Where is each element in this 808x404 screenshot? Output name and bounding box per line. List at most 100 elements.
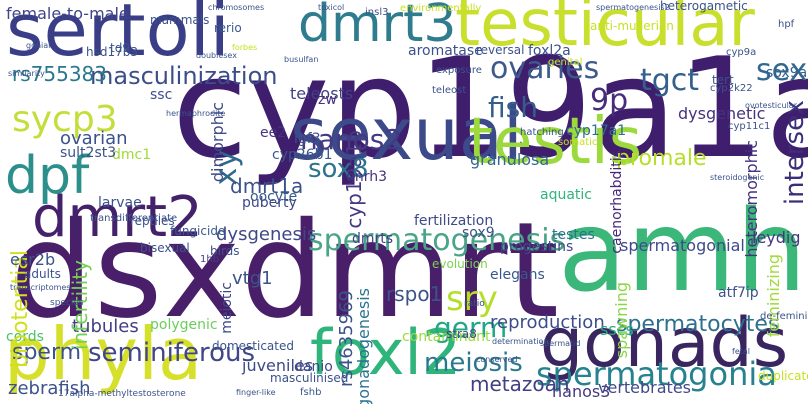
word-fish: fish: [488, 91, 538, 124]
word-somatic: somatic: [558, 137, 598, 148]
word-zebrafish: zebrafish: [8, 378, 91, 399]
word-phyla: phyla: [4, 312, 203, 396]
word-nanos3: nanos3: [552, 382, 611, 401]
word-chromosomes: chromosomes: [208, 3, 265, 12]
word-toxicol: toxicol: [318, 3, 345, 12]
word-feminizing: feminizing: [764, 254, 783, 338]
word-finger-like: finger-like: [236, 388, 276, 397]
word-exposure: exposure: [436, 65, 482, 76]
word-metazoan: metazoan: [470, 372, 570, 396]
word-gonial: gonial: [26, 41, 51, 50]
word-female-to-male: female-to-male: [6, 4, 129, 23]
word-granulosa: granulosa: [470, 150, 550, 169]
word-reproduction: reproduction: [490, 312, 605, 333]
word-hatching: hatching: [520, 127, 564, 138]
word-cyp11c1: cyp11c1: [728, 121, 771, 132]
word-meiotic: meiotic: [219, 282, 235, 334]
word-hpf: hpf: [778, 19, 795, 30]
word-dmrt1a: dmrt1a: [230, 174, 304, 198]
word-rspo1: rspo1: [386, 282, 443, 306]
word-de-feminisation: de-feminisation: [760, 311, 808, 322]
word-elegans: elegans: [490, 267, 545, 283]
word-reversal: reversal: [476, 43, 525, 57]
word-foxl2a: foxl2a: [528, 43, 571, 59]
word-dmrt3: dmrt3: [298, 0, 457, 54]
word-atf7ip: atf7ip: [718, 285, 759, 301]
word-dmc1: dmc1: [112, 147, 152, 163]
word-genital: genital: [548, 57, 583, 68]
word-td9: td9: [110, 41, 130, 55]
word-duplicated: duplicated: [758, 369, 808, 383]
word-dsxdmrt: dsxdmrt: [10, 194, 560, 348]
word-sox9a: sox9a: [766, 65, 808, 81]
word-rs755383: rs755383: [12, 62, 107, 86]
word-contaminant: contaminant: [402, 329, 491, 345]
word-spermatogonia: spermatogonia: [536, 355, 777, 393]
word-dpf: dpf: [5, 146, 90, 206]
word-ssc: ssc: [150, 87, 173, 103]
word-aromatase: aromatase: [408, 43, 483, 59]
word-tubules: tubules: [72, 316, 139, 337]
word-anti-mullerian: anti-mullerian: [590, 19, 674, 33]
word-conserved: conserved: [476, 355, 518, 364]
word-vtg1: vtg1: [232, 268, 273, 289]
word-sex: sex: [756, 53, 808, 88]
word-germ: germ: [434, 311, 508, 344]
word-danio: danio: [294, 359, 333, 375]
word-similarity: similarity: [8, 69, 45, 78]
word-hermaphrodite: hermaphrodite: [166, 109, 226, 118]
word-progestins: progestins: [500, 239, 574, 255]
word-transdifferentiate: transdifferentiate: [90, 213, 178, 224]
word-domesticated: domesticated: [212, 339, 294, 353]
word-oocyte: oocyte: [250, 189, 298, 205]
word-igf3: igf3: [294, 131, 321, 147]
word-masculinised: masculinised: [270, 371, 349, 385]
word-17alpha-methyltestosterone: 17alpha-methyltestosterone: [58, 389, 186, 399]
word-ee2: ee2: [260, 125, 287, 141]
word-polygenic: polygenic: [150, 317, 218, 333]
word-sperm: sperm: [12, 340, 82, 365]
word-teleosts: teleosts: [290, 84, 354, 103]
word-cyp26b1: cyp26b1: [272, 147, 333, 163]
word-puberty: puberty: [242, 195, 297, 211]
word-rerio: rerio: [214, 21, 242, 35]
word-forbes: forbes: [232, 43, 258, 52]
word-larvae: larvae: [98, 195, 142, 211]
word-tgct: tgct: [640, 63, 700, 98]
word-spermatid: spermatid: [540, 339, 581, 348]
word-species: species: [50, 298, 84, 308]
word-cyp9a: cyp9a: [726, 47, 757, 58]
word-fshb: fshb: [300, 387, 322, 398]
word-ovaries: ovaries: [490, 51, 600, 86]
word-juveniles: juveniles: [242, 356, 314, 375]
word-cyp17a1: cyp17a1: [566, 123, 627, 139]
word-gonadogenesis: gonadogenesis: [354, 288, 373, 404]
word-promale: promale: [616, 146, 707, 171]
word-spermatocytes: spermatocytes: [616, 312, 780, 337]
word-hsd17b3: hsd17b3: [86, 45, 138, 59]
word-doublesex: doublesex: [196, 51, 237, 60]
word-ovarian: ovarian: [60, 128, 128, 149]
word-sertoli: sertoli: [6, 0, 230, 72]
word-gnrh3: gnrh3: [346, 169, 388, 185]
word-dysgenesis: dysgenesis: [216, 224, 317, 245]
word-testicular: testicular: [455, 0, 755, 61]
word-9p: 9p: [590, 83, 629, 118]
word-nanos2: nanos2: [300, 123, 403, 156]
word-ovotesticular: ovotesticular: [745, 101, 797, 110]
word-evolution: evolution: [432, 257, 488, 271]
word-gonads: gonads: [540, 304, 789, 383]
word-dmrts: dmrts: [352, 231, 394, 247]
word-transcriptomes: transcriptomes: [10, 283, 71, 292]
word-spawning: spawning: [612, 282, 631, 359]
word-meiosis: meiosis: [424, 348, 523, 378]
word-vertebrates: vertebrates: [598, 378, 691, 397]
word-zw: zw: [318, 92, 337, 108]
word-sexual: sexual: [290, 92, 523, 176]
word-testes: testes: [552, 227, 595, 243]
word-busulfan: busulfan: [284, 55, 319, 64]
word-dysgenetic: dysgenetic: [678, 104, 766, 123]
word-foxl2: foxl2: [310, 316, 462, 389]
word-stra8: stra8: [446, 327, 477, 341]
